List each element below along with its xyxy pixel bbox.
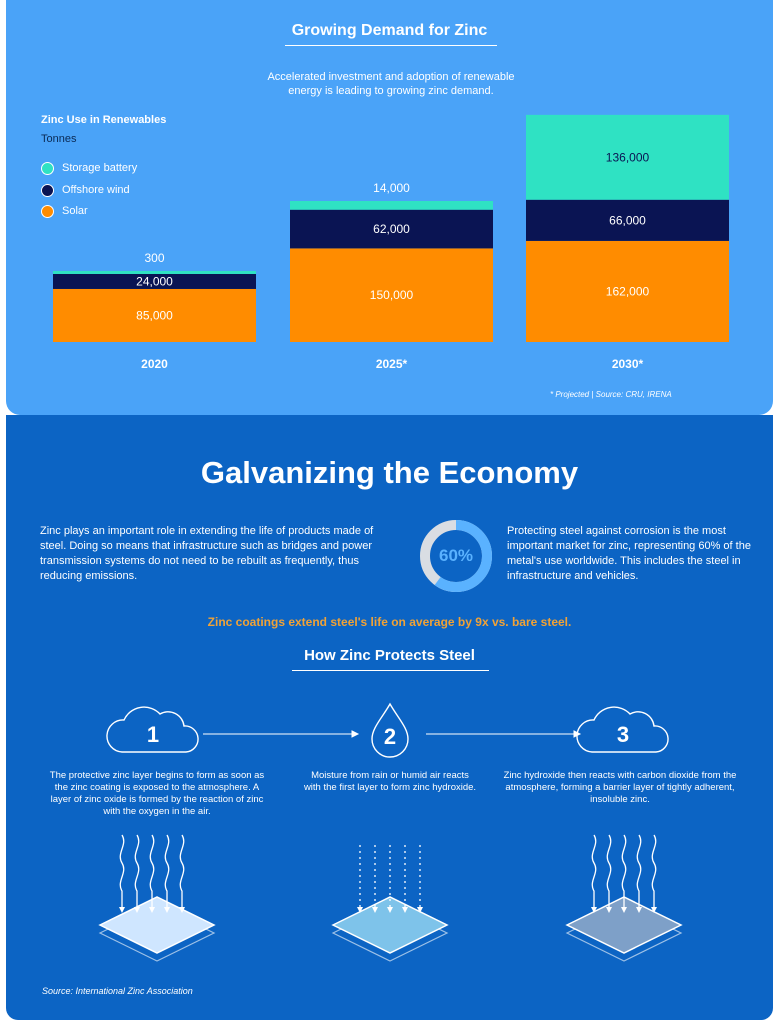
legend-label: Storage battery	[62, 162, 138, 174]
bar-segment	[290, 200, 493, 210]
step-number: 2	[383, 724, 397, 749]
data-label: 62,000	[373, 222, 410, 236]
step-1-text: The protective zinc layer begins to form…	[49, 770, 265, 817]
steps-icons	[106, 702, 669, 758]
how-title: How Zinc Protects Steel	[304, 647, 475, 664]
title-underline	[285, 45, 497, 46]
bar-segment	[526, 114, 729, 200]
data-label: 66,000	[609, 213, 646, 227]
cloud-icon	[576, 706, 669, 753]
bar-segment	[53, 270, 256, 274]
legend-swatch	[41, 161, 54, 175]
data-label: 162,000	[606, 284, 650, 298]
data-label: 150,000	[370, 288, 414, 302]
bar-segment	[526, 199, 729, 241]
steps-illustrations	[98, 834, 683, 962]
donut-value: 60%	[438, 546, 474, 565]
bar-segment	[53, 288, 256, 342]
data-label: 14,000	[373, 181, 410, 195]
category-label: 2020	[141, 357, 168, 371]
bar-segment	[526, 240, 729, 342]
data-label: 85,000	[136, 308, 173, 322]
data-label: 136,000	[606, 150, 650, 164]
data-label: 24,000	[136, 274, 173, 288]
how-underline	[292, 670, 489, 671]
data-label: 300	[144, 251, 164, 265]
legend-label: Offshore wind	[62, 184, 130, 196]
stacked-bar-chart: 85,000 24,000 300 2020 150,000 62,000 14,000 20…	[53, 114, 729, 371]
donut-arc	[420, 520, 492, 592]
legend-label: Solar	[62, 205, 88, 217]
section-title: Galvanizing the Economy	[200, 455, 579, 490]
legend-item-offshore-wind: Offshore wind	[41, 182, 130, 198]
left-paragraph: Zinc plays an important role in extendin…	[40, 525, 374, 582]
legend-item-solar: Solar	[41, 203, 88, 219]
source-note: Source: International Zinc Association	[42, 986, 193, 996]
donut-chart	[420, 520, 492, 592]
step-number: 1	[146, 722, 160, 747]
arrow-icon	[203, 730, 582, 738]
legend-swatch	[41, 204, 54, 218]
page-title: Growing Demand for Zinc	[291, 22, 488, 39]
category-label: 2025*	[376, 357, 408, 371]
bar-segment	[53, 273, 256, 289]
bar-segment	[290, 248, 493, 342]
right-paragraph: Protecting steel against corrosion is th…	[507, 525, 751, 582]
chart-title: Zinc Use in Renewables	[41, 114, 167, 126]
legend-item-storage-battery: Storage battery	[41, 160, 137, 176]
cloud-icon	[106, 706, 199, 753]
legend-swatch	[41, 183, 54, 197]
subtitle-line: Accelerated investment and adoption of r…	[267, 71, 515, 83]
steel-plate-illustration	[331, 845, 449, 962]
droplet-icon	[371, 702, 409, 758]
highlight-text: Zinc coatings extend steel's life on ave…	[207, 615, 572, 629]
page-subtitle: Accelerated investment and adoption of r…	[236, 70, 546, 98]
chart-footnote: * Projected | Source: CRU, IRENA	[550, 390, 672, 399]
step-2-text: Moisture from rain or humid air reacts w…	[303, 770, 477, 793]
step-number: 3	[616, 722, 630, 747]
steel-plate-illustration	[98, 834, 216, 962]
step-3-text: Zinc hydroxide then reacts with carbon d…	[503, 770, 737, 805]
subtitle-line: energy is leading to growing zinc demand…	[288, 85, 494, 97]
bar-segment	[290, 209, 493, 249]
category-label: 2030*	[612, 357, 644, 371]
steel-plate-illustration	[565, 834, 683, 962]
chart-unit: Tonnes	[41, 133, 77, 145]
